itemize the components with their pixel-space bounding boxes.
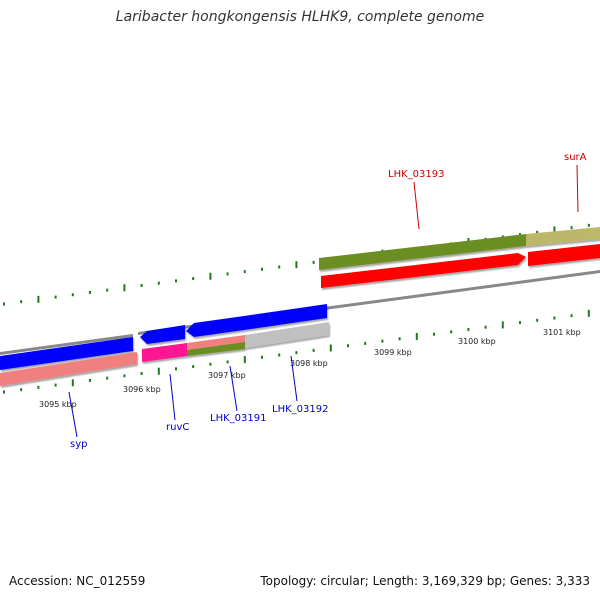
feature-salmon-band-mid (187, 335, 245, 350)
feature-olive-band-lower (187, 342, 245, 356)
reverse-cds-ruvc (140, 325, 185, 344)
reverse-cds-syp (0, 337, 133, 370)
genome-title: Laribacter hongkongensis HLHK9, complete… (115, 9, 485, 25)
feature-track-upper (319, 227, 600, 288)
reverse-leader-line (229, 365, 238, 412)
backbone-left (0, 334, 133, 355)
forward-leader-line (576, 164, 579, 213)
gene-labels: LHK_03193 surA syp ruvC LHK_03191 LHK_03192 (68, 152, 587, 450)
feature-pink-band (142, 343, 187, 362)
feature-track-lower (0, 304, 329, 386)
forward-cds-sura (528, 244, 600, 266)
scale-label: 3096 kbp (123, 385, 161, 394)
reverse-gene-label: LHK_03192 (272, 404, 328, 415)
reverse-leader-line (169, 373, 176, 421)
reverse-gene-label: syp (70, 439, 87, 450)
scale-label: 3101 kbp (543, 328, 581, 337)
forward-gene-label: LHK_03193 (388, 169, 444, 180)
topology-text: Topology: circular; Length: 3,169,329 bp… (260, 574, 590, 588)
scale-labels: 3095 kbp 3096 kbp 3097 kbp 3098 kbp 3099 kbp… (39, 328, 581, 409)
scale-label: 3097 kbp (208, 371, 246, 380)
scale-label: 3100 kbp (458, 337, 496, 346)
reverse-leader-line (290, 355, 298, 402)
feature-olive-band (319, 234, 526, 270)
forward-leader-line (413, 181, 420, 230)
scale-label: 3095 kbp (39, 400, 77, 409)
inner-tick-row (3, 309, 590, 394)
feature-khaki-band (526, 227, 600, 246)
reverse-cds-lhk03192 (244, 304, 327, 330)
scale-label: 3099 kbp (374, 348, 412, 357)
scale-label: 3098 kbp (290, 359, 328, 368)
reverse-gene-label: ruvC (166, 422, 189, 433)
reverse-gene-label: LHK_03191 (210, 413, 266, 424)
forward-cds-lhk03193 (321, 253, 526, 288)
accession-text: Accession: NC_012559 (9, 574, 146, 588)
forward-gene-label: surA (564, 152, 587, 163)
feature-grey-band (245, 322, 329, 348)
feature-salmon-band-left (0, 352, 137, 386)
reverse-cds-lhk03191 (186, 316, 244, 337)
reverse-leader-line (68, 391, 78, 438)
